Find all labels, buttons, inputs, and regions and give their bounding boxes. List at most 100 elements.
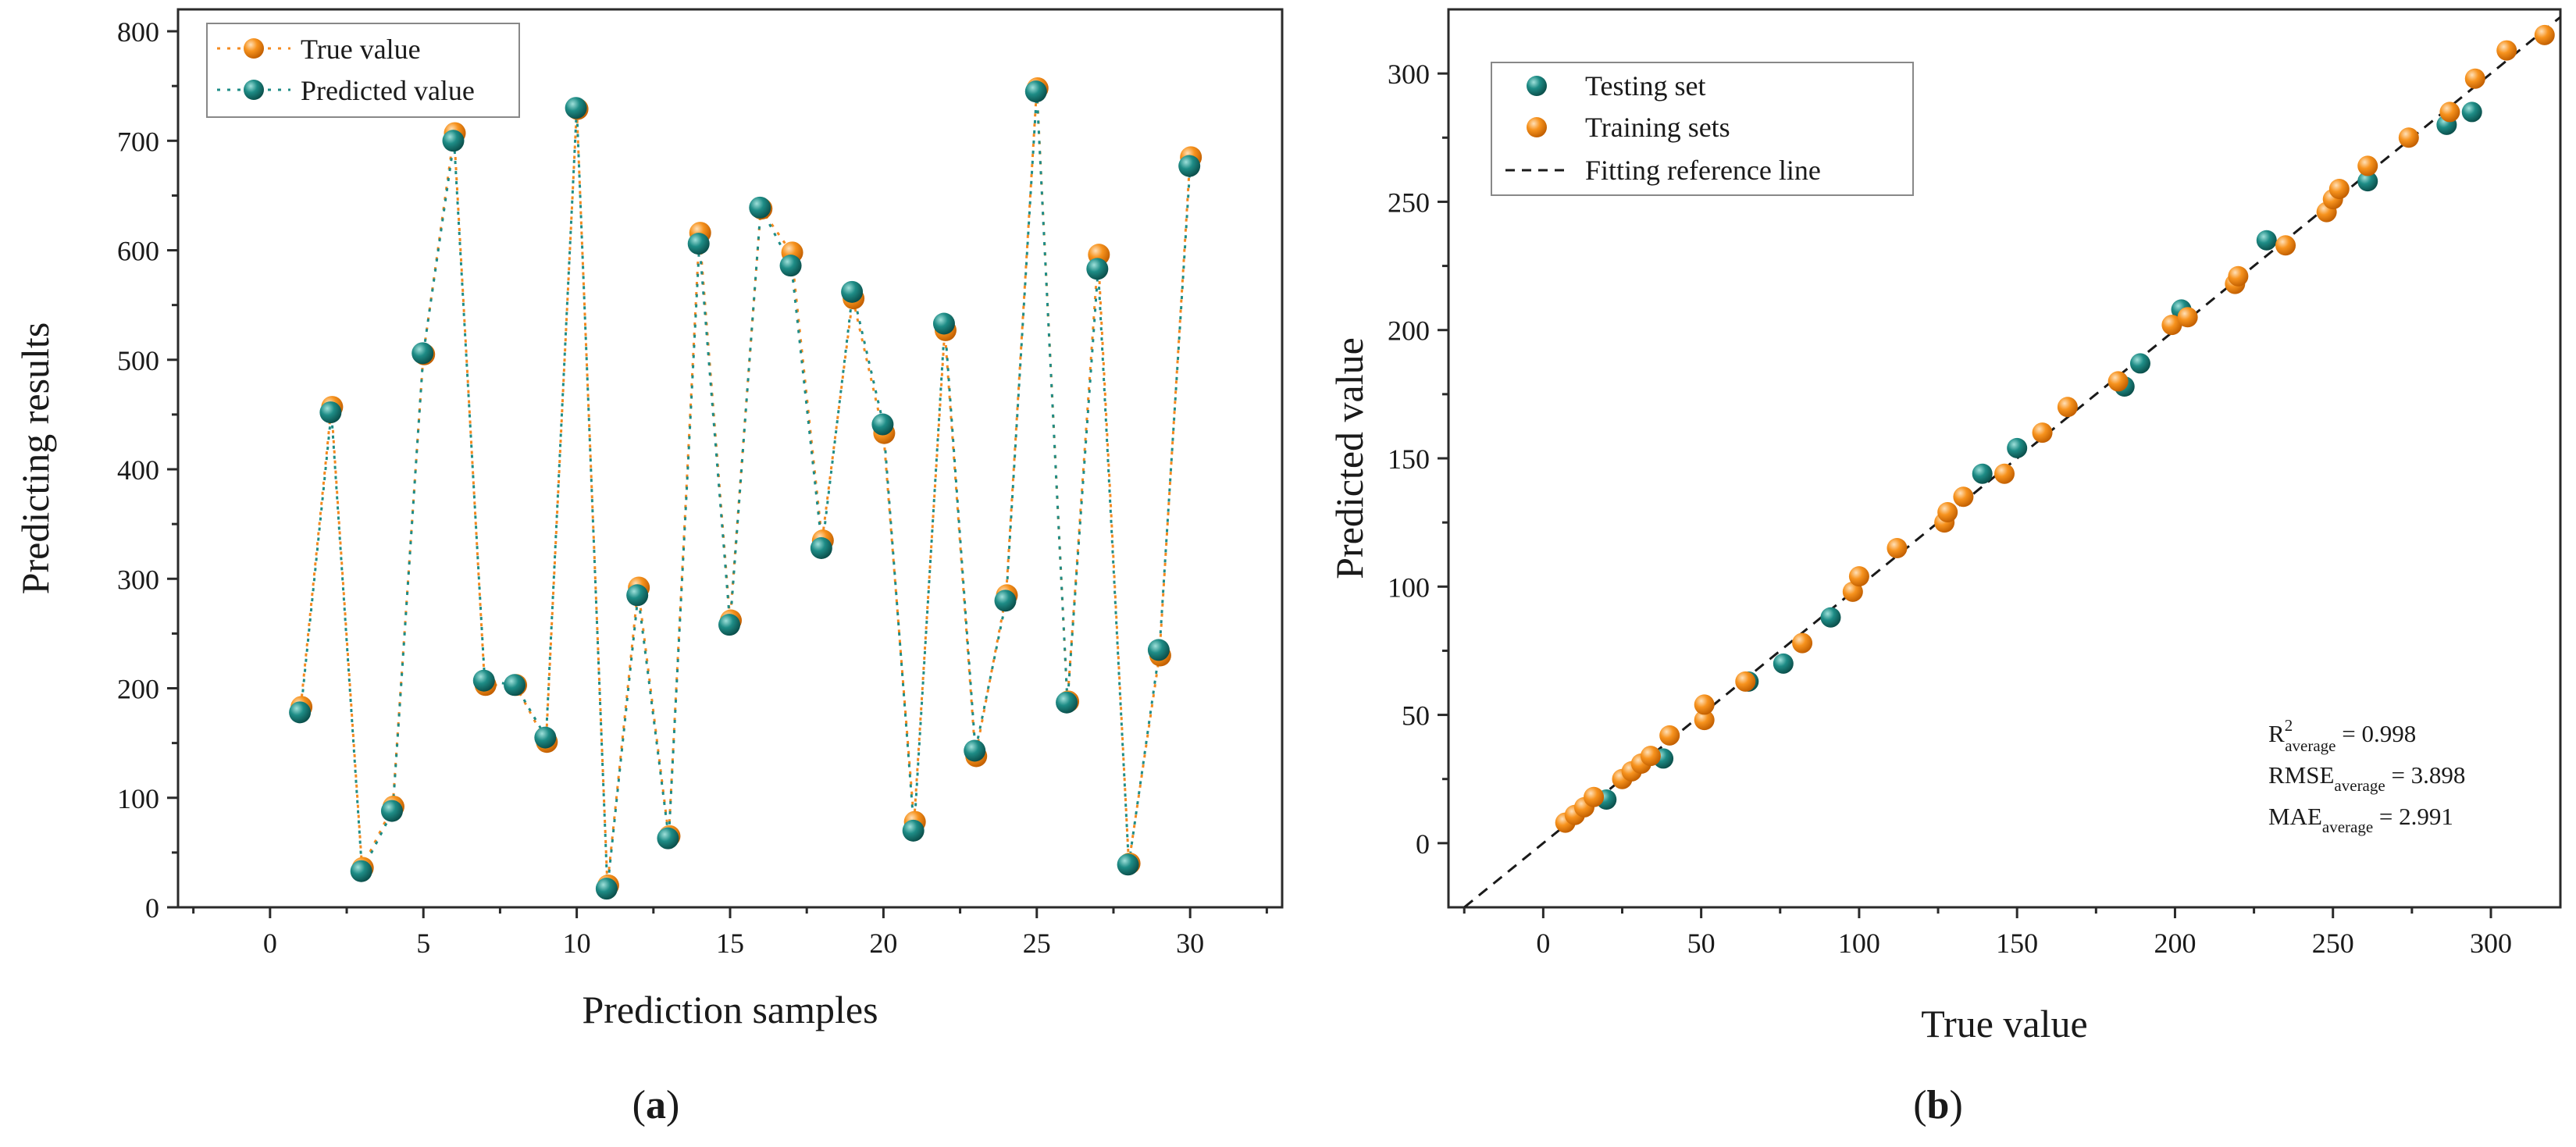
point-b-1-9 — [1694, 710, 1715, 731]
point-a-1-12 — [657, 827, 679, 850]
y-tick-label-b-5: 250 — [1388, 187, 1430, 218]
annotation-r2-value: = 0.998 — [2336, 720, 2416, 747]
annotation-mae: MAEaverage = 2.991 — [2268, 803, 2453, 836]
x-tick-label-a-1: 5 — [416, 928, 430, 959]
annotation-mae-sub: average — [2322, 818, 2373, 836]
axis-ticks-b: 0 50 100 150 200 250 300 0 50 100 150 200 250 300 — [1388, 59, 2512, 959]
x-tick-label-b-6: 300 — [2470, 928, 2512, 959]
point-b-0-3 — [1773, 653, 1794, 674]
point-b-1-33 — [2439, 102, 2460, 123]
chart-panel-b: 0 50 100 150 200 250 300 0 50 100 150 200 250 300 Tru… — [1327, 8, 2562, 1127]
point-a-1-29 — [1178, 155, 1201, 177]
point-a-1-25 — [1056, 691, 1078, 714]
legend-marker-training — [1527, 117, 1547, 137]
y-tick-label-a-0: 0 — [145, 892, 159, 924]
point-b-0-8 — [2129, 353, 2150, 374]
x-axis-label-a: Prediction samples — [582, 988, 878, 1031]
legend-label-reference: Fitting reference line — [1585, 155, 1821, 186]
x-tick-label-b-5: 250 — [2312, 928, 2354, 959]
point-a-1-13 — [687, 233, 710, 255]
point-a-1-15 — [749, 196, 771, 219]
point-b-1-17 — [1937, 502, 1958, 522]
point-b-1-26 — [2228, 265, 2249, 287]
point-b-1-34 — [2464, 68, 2485, 89]
y-tick-label-a-2: 200 — [117, 674, 159, 705]
legend-box-a — [206, 23, 520, 118]
point-b-1-7 — [1640, 746, 1661, 767]
y-tick-label-a-7: 700 — [117, 126, 159, 157]
y-axis-label-b: Predicted value — [1327, 337, 1371, 579]
annotation-r2-sub: average — [2285, 736, 2336, 755]
point-b-1-22 — [2107, 371, 2129, 392]
legend-label-testing: Testing set — [1585, 70, 1705, 102]
annotation-mae-main: MAE — [2268, 803, 2322, 830]
point-b-0-13 — [2461, 102, 2482, 123]
annotation-r2-main: R — [2268, 720, 2285, 747]
annotation-mae-value: = 2.991 — [2373, 803, 2453, 830]
point-b-1-19 — [1994, 463, 2015, 484]
point-a-1-0 — [289, 701, 312, 724]
series-line-a-1 — [299, 91, 1192, 889]
legend-a: True value Predicted value — [206, 23, 520, 118]
point-b-1-24 — [2177, 307, 2198, 328]
series-points-a — [289, 77, 1202, 900]
x-tick-label-a-3: 15 — [716, 928, 744, 959]
point-a-1-21 — [932, 312, 955, 335]
legend-marker-true — [244, 38, 264, 59]
point-b-1-35 — [2496, 40, 2517, 61]
legend-marker-predicted — [244, 80, 264, 100]
point-b-0-6 — [2007, 437, 2028, 458]
x-axis-label-b: True value — [1921, 1002, 2087, 1045]
point-b-1-23 — [2161, 315, 2182, 336]
y-tick-label-a-4: 400 — [117, 454, 159, 486]
plot-frame-a — [176, 8, 1284, 909]
x-tick-label-a-6: 30 — [1176, 928, 1204, 959]
point-b-1-10 — [1694, 694, 1715, 715]
y-tick-label-b-4: 200 — [1388, 315, 1430, 347]
y-tick-label-a-6: 600 — [117, 236, 159, 267]
point-a-1-19 — [871, 413, 894, 436]
legend-b: Testing set Training sets Fitting refere… — [1491, 62, 1914, 196]
point-b-1-18 — [1953, 486, 1974, 508]
point-a-1-8 — [534, 726, 557, 749]
point-b-1-3 — [1584, 786, 1605, 807]
metrics-annotation: R2 average = 0.998 RMSEaverage = 3.898 MA… — [2268, 716, 2465, 836]
panel-caption-b: (b) — [1913, 1083, 1963, 1127]
point-a-1-18 — [841, 280, 864, 303]
point-b-0-10 — [2256, 230, 2277, 251]
y-tick-label-a-3: 300 — [117, 564, 159, 595]
x-tick-label-b-0: 0 — [1536, 928, 1550, 959]
x-tick-label-b-2: 100 — [1838, 928, 1880, 959]
point-a-1-10 — [595, 878, 618, 900]
point-b-1-11 — [1735, 671, 1756, 692]
point-a-1-27 — [1117, 853, 1139, 876]
point-a-1-3 — [380, 800, 403, 822]
point-a-1-22 — [964, 739, 986, 762]
panel-letter-b: b — [1927, 1083, 1950, 1127]
point-b-1-31 — [2357, 155, 2378, 176]
point-a-1-28 — [1147, 639, 1170, 661]
point-a-1-16 — [779, 255, 802, 277]
point-b-1-21 — [2057, 397, 2078, 418]
y-axis-label-a: Predicting results — [13, 322, 57, 595]
annotation-rmse-main: RMSE — [2268, 761, 2334, 789]
point-a-1-26 — [1086, 258, 1109, 280]
y-tick-label-a-1: 100 — [117, 783, 159, 814]
y-tick-label-b-0: 0 — [1416, 828, 1430, 860]
x-tick-label-b-3: 150 — [1996, 928, 2038, 959]
point-b-1-13 — [1842, 581, 1863, 602]
point-b-1-30 — [2328, 179, 2350, 199]
x-tick-label-a-2: 10 — [563, 928, 591, 959]
point-b-1-8 — [1659, 725, 1680, 746]
x-tick-label-a-0: 0 — [263, 928, 277, 959]
x-tick-label-a-4: 20 — [869, 928, 897, 959]
y-tick-label-b-1: 50 — [1402, 700, 1430, 732]
annotation-rmse: RMSEaverage = 3.898 — [2268, 761, 2465, 795]
legend-box-b — [1491, 62, 1914, 196]
y-tick-label-b-3: 150 — [1388, 443, 1430, 475]
point-b-0-11 — [2357, 171, 2378, 192]
annotation-rmse-sub: average — [2334, 776, 2385, 795]
